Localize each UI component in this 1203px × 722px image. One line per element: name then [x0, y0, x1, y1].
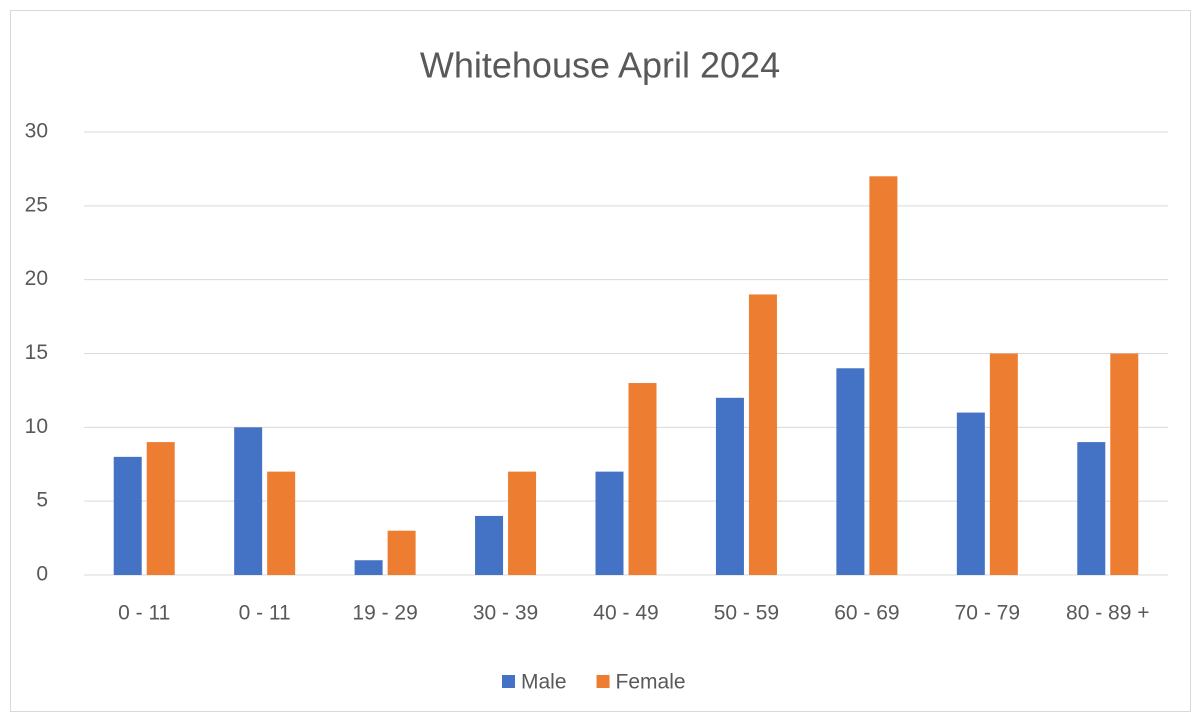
y-tick-label: 10: [25, 415, 48, 438]
x-tick-label: 70 - 79: [955, 602, 1020, 625]
x-tick-label: 19 - 29: [352, 602, 417, 625]
bar: [836, 368, 865, 575]
legend-label: Female: [616, 671, 686, 694]
y-tick-label: 25: [25, 193, 48, 216]
bar: [113, 456, 142, 575]
bar: [146, 442, 175, 575]
y-tick-label: 15: [25, 341, 48, 364]
bar: [234, 427, 263, 575]
y-tick-label: 0: [36, 563, 48, 586]
x-tick-label: 80 - 89 +: [1066, 602, 1149, 625]
bar: [475, 515, 504, 575]
y-tick-label: 5: [36, 489, 48, 512]
bar: [989, 353, 1018, 575]
bar: [748, 294, 777, 575]
y-tick-label: 30: [25, 120, 48, 143]
x-tick-label: 0 - 11: [118, 602, 170, 625]
bar: [1077, 442, 1106, 575]
chart-title: Whitehouse April 2024: [420, 45, 780, 86]
y-tick-label: 20: [25, 267, 48, 290]
legend-label: Male: [521, 671, 567, 694]
bar: [508, 471, 537, 575]
bar: [869, 176, 898, 576]
x-tick-label: 40 - 49: [593, 602, 658, 625]
bar: [387, 530, 416, 575]
x-tick-label: 60 - 69: [834, 602, 899, 625]
bar: [354, 560, 383, 575]
x-tick-label: 0 - 11: [239, 602, 291, 625]
bar: [956, 412, 985, 575]
bar: [595, 471, 624, 575]
legend-swatch: [502, 675, 515, 688]
bar: [267, 471, 296, 575]
bar: [715, 397, 744, 575]
x-tick-label: 50 - 59: [714, 602, 779, 625]
x-tick-label: 30 - 39: [473, 602, 538, 625]
legend-swatch: [596, 675, 610, 688]
bar: [628, 383, 657, 575]
bar: [1110, 353, 1139, 575]
